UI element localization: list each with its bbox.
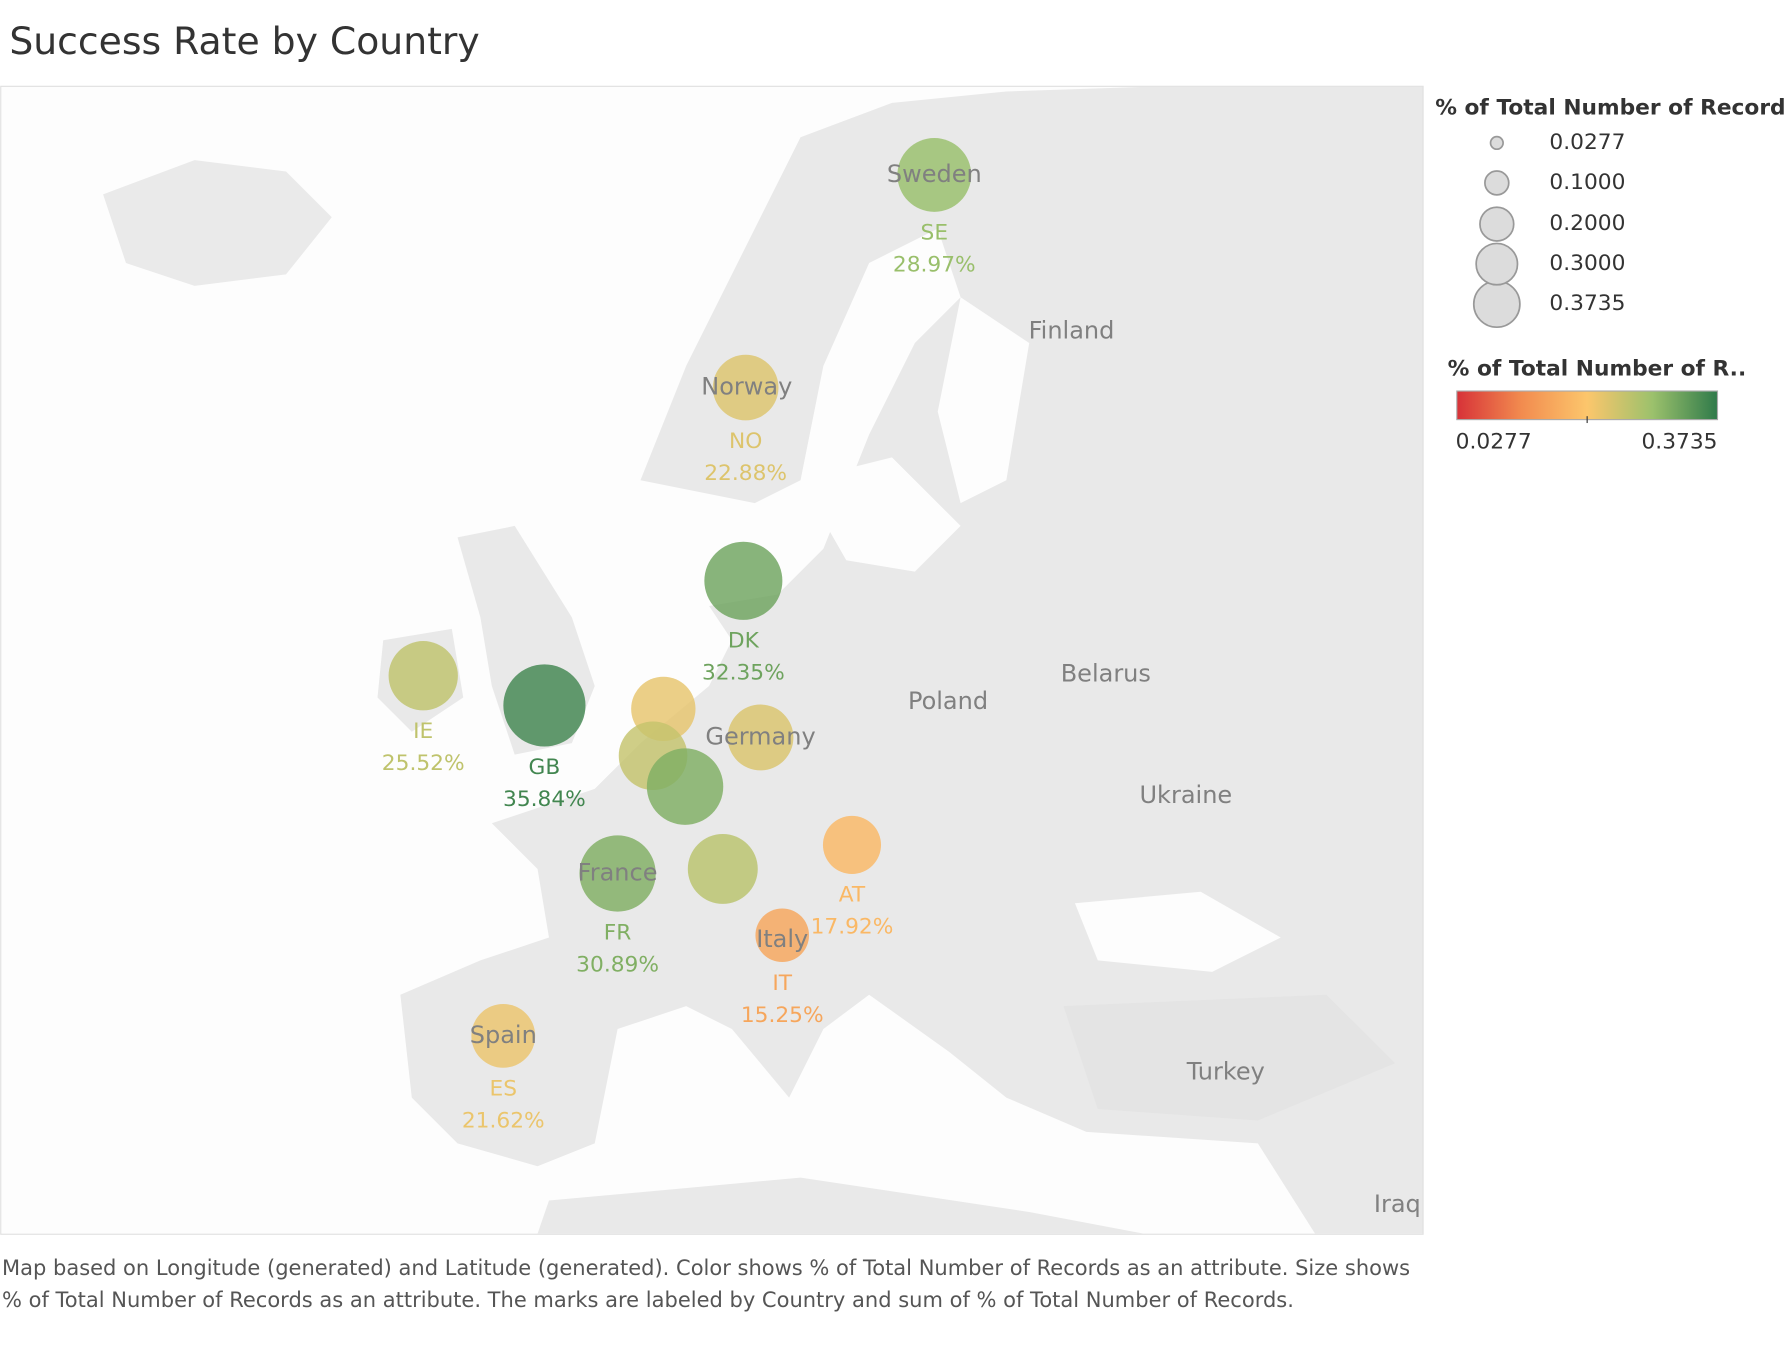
size-legend-circle: [1475, 242, 1519, 286]
map-frame: [0, 85, 1424, 1235]
place-label: France: [578, 859, 658, 887]
country-code: ES: [490, 1076, 518, 1101]
size-legend-circle: [1484, 170, 1510, 196]
value-label: 22.88%: [704, 461, 787, 486]
place-label: Finland: [1029, 317, 1115, 345]
country-circle: [727, 704, 794, 771]
country-code: GB: [529, 755, 561, 780]
size-legend-circle: [1489, 135, 1504, 151]
size-legend-title: % of Total Number of Records: [1435, 96, 1784, 121]
color-ramp: [1456, 390, 1719, 421]
place-label: Spain: [470, 1021, 537, 1049]
country-circle: [755, 908, 810, 963]
value-label: 15.25%: [741, 1003, 824, 1028]
country-circle: [687, 833, 758, 904]
value-label: 28.97%: [893, 253, 976, 278]
place-label: Norway: [701, 373, 792, 401]
value-label: 17.92%: [811, 915, 894, 940]
place-label: Ukraine: [1139, 781, 1232, 809]
place-label: Iraq: [1374, 1190, 1421, 1218]
chart-title: Success Rate by Country: [9, 19, 479, 63]
value-label: 35.84%: [503, 787, 586, 812]
size-legend-label: 0.2000: [1549, 211, 1625, 236]
country-circle: [579, 835, 656, 912]
place-label: Belarus: [1061, 660, 1151, 688]
country-circle: [897, 138, 972, 212]
country-code: AT: [839, 883, 866, 908]
value-label: 30.89%: [576, 952, 659, 977]
country-code: FR: [604, 920, 632, 945]
caption: Map based on Longitude (generated) and L…: [2, 1256, 1411, 1312]
color-legend-min: 0.0277: [1456, 429, 1532, 454]
country-circle: [388, 641, 458, 711]
size-legend-circle: [1479, 206, 1515, 242]
country-code: IE: [413, 719, 433, 744]
basemap: [1, 86, 1423, 1234]
country-code: DK: [728, 629, 760, 654]
place-label: Turkey: [1186, 1057, 1265, 1085]
value-label: 32.35%: [702, 661, 785, 686]
country-circle: [704, 541, 783, 620]
place-label: Germany: [705, 722, 815, 750]
country-code: IT: [772, 971, 792, 996]
country-code: NO: [729, 429, 762, 454]
size-legend-label: 0.0277: [1549, 130, 1625, 155]
color-legend-max: 0.3735: [1641, 429, 1717, 454]
country-circle: [471, 1003, 536, 1068]
value-label: 25.52%: [382, 751, 465, 776]
country-circle: [646, 748, 724, 825]
country-circle: [503, 664, 586, 747]
size-legend-label: 0.3735: [1549, 291, 1625, 316]
size-legend-circle: [1472, 280, 1521, 329]
place-label: Sweden: [887, 160, 982, 188]
country-code: SE: [921, 221, 949, 246]
size-legend-label: 0.3000: [1549, 251, 1625, 276]
size-legend-label: 0.1000: [1549, 170, 1625, 195]
place-label: Poland: [908, 687, 988, 715]
place-label: Italy: [756, 925, 808, 953]
country-circle: [712, 354, 779, 421]
color-legend-title: % of Total Number of R..: [1448, 356, 1747, 381]
country-circle: [822, 815, 882, 874]
value-label: 21.62%: [462, 1109, 545, 1134]
